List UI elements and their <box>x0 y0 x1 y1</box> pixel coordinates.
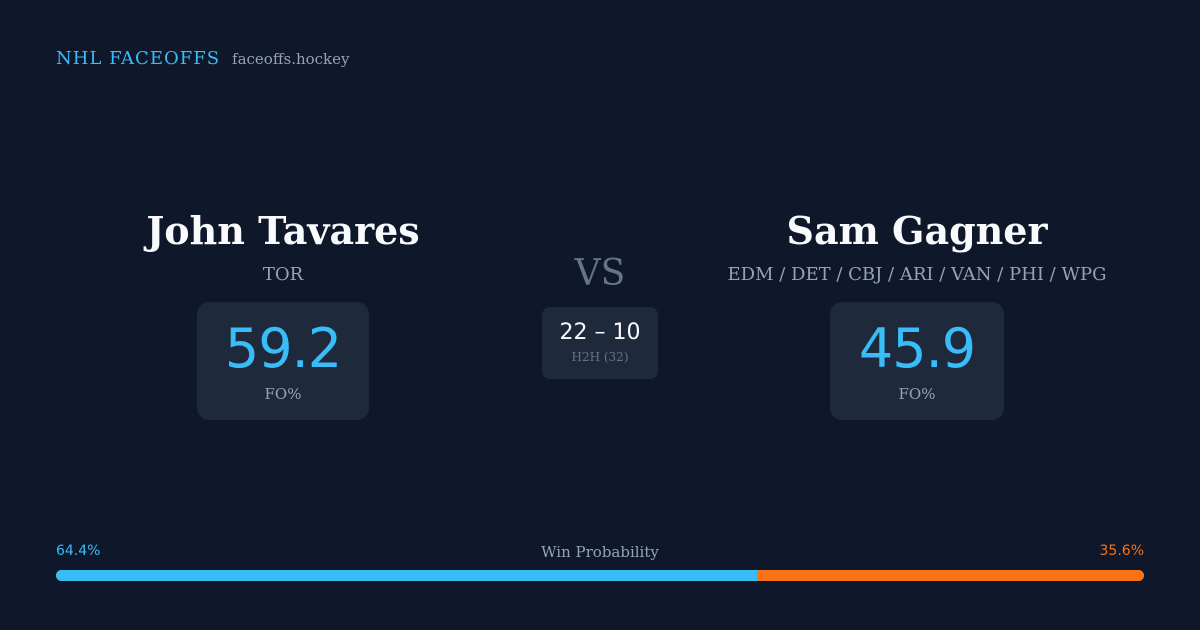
win-probability-left-value: 64.4% <box>56 543 101 559</box>
vs-label: VS <box>574 253 626 294</box>
head-to-head-card: 22 – 10 H2H (32) <box>542 307 658 379</box>
player-right-fo-label: FO% <box>898 385 936 403</box>
player-left-team: TOR <box>262 264 304 285</box>
win-probability-labels: 64.4% Win Probability 35.6% <box>56 543 1144 563</box>
player-right-name: Sam Gagner <box>786 208 1048 253</box>
player-left-fo-value: 59.2 <box>224 317 342 380</box>
brand-header: NHL FACEOFFS faceoffs.hockey <box>56 48 350 69</box>
brand-title: NHL FACEOFFS <box>56 48 221 69</box>
brand-url: faceoffs.hockey <box>232 50 350 68</box>
win-probability-right-value: 35.6% <box>1099 543 1144 559</box>
player-left-stat-card: 59.2 FO% <box>197 302 369 420</box>
player-left-fo-label: FO% <box>264 385 302 403</box>
player-right-stat-card: 45.9 FO% <box>830 302 1004 420</box>
player-left: John Tavares TOR <box>33 205 533 287</box>
win-probability-title: Win Probability <box>541 543 659 561</box>
head-to-head-score: 22 – 10 <box>559 320 641 345</box>
player-right-fo-value: 45.9 <box>858 317 976 380</box>
win-probability-bar-left-fill <box>56 570 757 581</box>
win-probability-bar <box>56 570 1144 581</box>
player-right-team: EDM / DET / CBJ / ARI / VAN / PHI / WPG <box>727 264 1107 285</box>
win-probability-bar-right-fill <box>756 570 1144 581</box>
player-left-name: John Tavares <box>146 208 420 253</box>
head-to-head-label: H2H (32) <box>571 350 629 364</box>
player-right: Sam Gagner EDM / DET / CBJ / ARI / VAN /… <box>667 205 1167 287</box>
